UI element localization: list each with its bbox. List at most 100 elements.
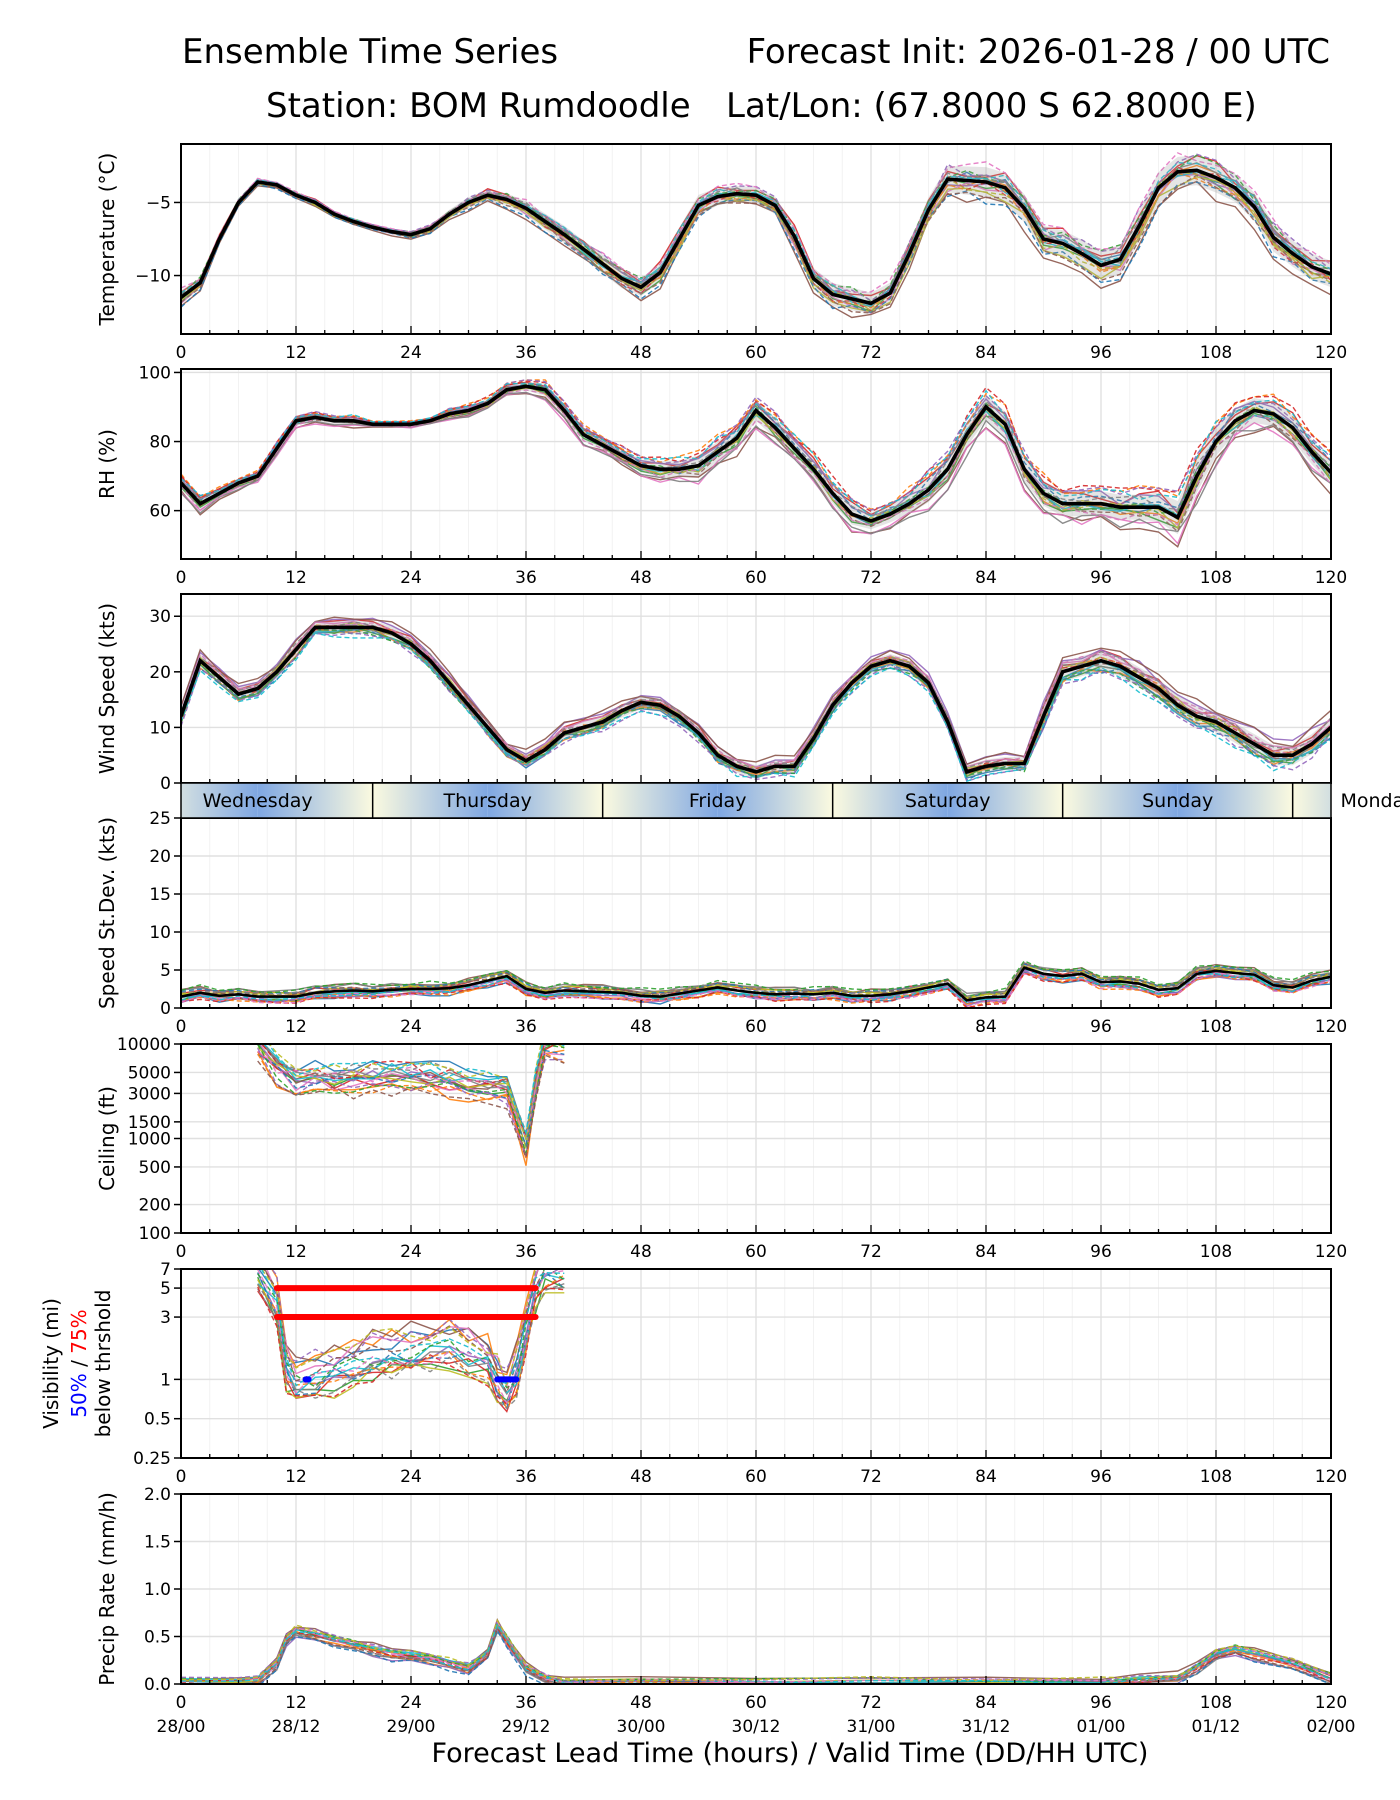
temp-xtick-label: 12 <box>285 343 307 363</box>
vis-ytick-label: 1 <box>160 1370 171 1390</box>
temp-mean-line <box>181 168 1331 306</box>
day-band-cell <box>181 783 258 818</box>
sdev-member-line <box>181 972 1331 1008</box>
vis-xtick-label: 120 <box>1315 1467 1347 1487</box>
wind-mean-line <box>181 625 1331 775</box>
ceiling-xtick-label: 24 <box>400 1242 422 1262</box>
precip-valid-tick-label: 30/12 <box>732 1717 781 1737</box>
ceiling-xtick-label: 72 <box>860 1242 882 1262</box>
temp-ytick-label: −10 <box>135 267 171 287</box>
ceiling-xtick-label: 60 <box>745 1242 767 1262</box>
sdev-ytick-label: 0 <box>160 999 171 1019</box>
sdev-member-line <box>181 972 1331 1008</box>
rh-mean-line <box>181 384 1331 523</box>
ceiling-ytick-label: 1500 <box>128 1113 171 1133</box>
vis-xtick-label: 96 <box>1090 1467 1112 1487</box>
precip-valid-tick-label: 01/00 <box>1077 1717 1126 1737</box>
vis-ylabel-part: 75% <box>67 1309 91 1353</box>
ceiling-xtick-label: 120 <box>1315 1242 1347 1262</box>
vis-xtick-label: 24 <box>400 1467 422 1487</box>
precip-xtick-label: 60 <box>745 1693 767 1713</box>
precip-valid-tick-label: 01/12 <box>1192 1717 1241 1737</box>
vis-xtick-label: 84 <box>975 1467 997 1487</box>
precip-valid-tick-label: 29/12 <box>502 1717 551 1737</box>
sdev-ytick-label: 25 <box>149 809 171 829</box>
precip-xtick-label: 12 <box>285 1693 307 1713</box>
precip-ylabel: Precip Rate (mm/h) <box>95 1492 119 1686</box>
ceiling-ytick-label: 10000 <box>117 1035 171 1055</box>
vis-member-line <box>257 1286 565 1405</box>
day-label-monday: Monday <box>1340 790 1400 812</box>
ceiling-xtick-label: 36 <box>515 1242 537 1262</box>
sdev-xtick-label: 12 <box>285 1017 307 1037</box>
sdev-xtick-label: 0 <box>176 1017 187 1037</box>
precip-xtick-label: 24 <box>400 1693 422 1713</box>
ceiling-member-line <box>257 1044 565 1149</box>
vis-ytick-label: 0.25 <box>133 1449 171 1469</box>
wind-member-line <box>181 622 1331 773</box>
precip-xtick-label: 96 <box>1090 1693 1112 1713</box>
vis-xtick-label: 108 <box>1200 1467 1232 1487</box>
wind-member-line <box>181 625 1331 774</box>
day-label-saturday: Saturday <box>905 790 991 812</box>
wind-ytick-label: 20 <box>149 663 171 683</box>
precip-valid-tick-label: 28/12 <box>272 1717 321 1737</box>
ceiling-member-line <box>257 1049 565 1148</box>
precip-valid-tick-label: 31/12 <box>962 1717 1011 1737</box>
sdev-ytick-label: 20 <box>149 847 171 867</box>
sdev-xtick-label: 84 <box>975 1017 997 1037</box>
rh-member-line <box>181 392 1331 548</box>
rh-xtick-label: 120 <box>1315 568 1347 588</box>
temp-ylabel: Temperature (°C) <box>95 153 119 327</box>
vis-member-line <box>257 1269 565 1389</box>
day-label-friday: Friday <box>689 790 747 812</box>
ceiling-ylabel: Ceiling (ft) <box>95 1086 119 1191</box>
precip-ytick-label: 1.5 <box>144 1533 171 1553</box>
vis-xtick-label: 12 <box>285 1467 307 1487</box>
sdev-xtick-label: 36 <box>515 1017 537 1037</box>
vis-ylabel: Visibility (mi) <box>39 1298 63 1429</box>
rh-xtick-label: 108 <box>1200 568 1232 588</box>
rh-xtick-label: 12 <box>285 568 307 588</box>
vis-ytick-label: 0.5 <box>144 1410 171 1430</box>
vis-member-line <box>260 1269 565 1387</box>
sdev-xtick-label: 48 <box>630 1017 652 1037</box>
rh-ylabel: RH (%) <box>95 429 119 499</box>
temp-series-group <box>181 152 1331 319</box>
precip-valid-tick-label: 02/00 <box>1307 1717 1356 1737</box>
wind-member-line <box>181 628 1331 779</box>
sdev-series-group <box>181 960 1331 1008</box>
precip-ytick-label: 2.0 <box>144 1485 171 1505</box>
rh-spread-band <box>181 382 1331 535</box>
precip-member-line <box>257 1626 1331 1684</box>
day-label-sunday: Sunday <box>1142 790 1213 812</box>
rh-xtick-label: 60 <box>745 568 767 588</box>
x-axis-title: Forecast Lead Time (hours) / Valid Time … <box>432 1738 1149 1769</box>
rh-xtick-label: 84 <box>975 568 997 588</box>
ceiling-member-line <box>257 1052 565 1159</box>
sdev-xtick-label: 60 <box>745 1017 767 1037</box>
ceiling-xtick-label: 96 <box>1090 1242 1112 1262</box>
precip-xtick-label: 0 <box>176 1693 187 1713</box>
sdev-xtick-label: 24 <box>400 1017 422 1037</box>
temp-xtick-label: 120 <box>1315 343 1347 363</box>
wind-ytick-label: 30 <box>149 607 171 627</box>
precip-ytick-label: 1.0 <box>144 1580 171 1600</box>
rh-xtick-label: 72 <box>860 568 882 588</box>
vis-xtick-label: 48 <box>630 1467 652 1487</box>
ceiling-member-line <box>257 1054 565 1160</box>
precip-member-line <box>259 1628 1331 1684</box>
rh-xtick-label: 24 <box>400 568 422 588</box>
sdev-ytick-label: 5 <box>160 961 171 981</box>
precip-xtick-label: 36 <box>515 1693 537 1713</box>
rh-member-line <box>181 380 1331 513</box>
vis-member-line <box>260 1269 537 1389</box>
ceiling-xtick-label: 12 <box>285 1242 307 1262</box>
precip-series-group <box>181 1618 1331 1684</box>
ceiling-ytick-label: 5000 <box>128 1063 171 1083</box>
temp-xtick-label: 72 <box>860 343 882 363</box>
sdev-ytick-label: 10 <box>149 923 171 943</box>
precip-valid-tick-label: 28/00 <box>157 1717 206 1737</box>
rh-ytick-label: 80 <box>149 433 171 453</box>
